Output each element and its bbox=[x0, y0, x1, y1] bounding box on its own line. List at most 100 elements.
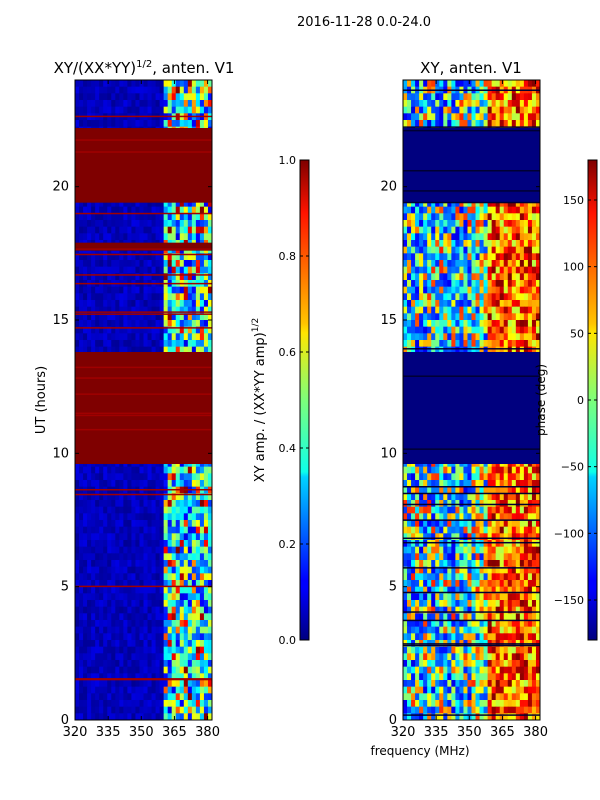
heatmap-cell bbox=[131, 200, 137, 208]
heatmap-cell bbox=[467, 306, 473, 314]
heatmap-cell bbox=[207, 333, 212, 341]
heatmap-cell bbox=[75, 120, 80, 128]
heatmap-cell bbox=[183, 93, 189, 101]
heatmap-cell bbox=[207, 673, 212, 681]
heatmap-cell bbox=[107, 493, 112, 501]
heatmap-cell bbox=[167, 300, 173, 308]
heatmap-cell bbox=[167, 86, 173, 94]
heatmap-cell bbox=[463, 113, 469, 121]
heatmap-cell bbox=[523, 260, 529, 268]
heatmap-cell bbox=[95, 346, 100, 354]
heatmap-cell bbox=[479, 106, 485, 114]
heatmap-cell bbox=[159, 580, 165, 588]
heatmap-cell bbox=[159, 86, 165, 94]
heatmap-cell bbox=[127, 306, 133, 314]
heatmap-cell bbox=[179, 273, 185, 281]
heatmap-cell bbox=[155, 260, 161, 268]
heatmap-cell bbox=[203, 706, 209, 714]
heatmap-cell bbox=[495, 100, 501, 108]
heatmap-cell bbox=[159, 100, 165, 108]
heatmap-cell bbox=[91, 713, 96, 720]
heatmap-cell bbox=[207, 200, 212, 208]
heatmap-cell bbox=[135, 260, 141, 268]
heatmap-cell bbox=[503, 80, 509, 88]
heatmap-cell bbox=[111, 100, 116, 108]
heatmap-cell bbox=[183, 680, 189, 688]
heatmap-cell bbox=[199, 93, 205, 101]
heatmap-cell bbox=[467, 220, 473, 228]
heatmap-cell bbox=[439, 233, 444, 241]
heatmap-cell bbox=[411, 300, 416, 308]
heatmap-cell bbox=[187, 480, 193, 488]
heatmap-cell bbox=[499, 120, 505, 128]
heatmap-cell bbox=[415, 280, 420, 288]
heatmap-cell bbox=[75, 520, 80, 528]
heatmap-cell bbox=[151, 593, 157, 601]
heatmap-cell bbox=[171, 626, 177, 634]
heatmap-cell bbox=[411, 226, 416, 234]
heatmap-cell bbox=[423, 313, 428, 321]
heatmap-cell bbox=[139, 100, 145, 108]
heatmap-cell bbox=[519, 113, 525, 121]
heatmap-cell bbox=[159, 220, 165, 228]
heatmap-cell bbox=[463, 306, 469, 314]
heatmap-cell bbox=[423, 113, 428, 121]
heatmap-cell bbox=[491, 80, 497, 88]
heatmap-cell bbox=[195, 346, 201, 354]
heatmap-cell bbox=[451, 346, 456, 354]
heatmap-cell bbox=[451, 113, 456, 121]
heatmap-cell bbox=[171, 593, 177, 601]
heatmap-cell bbox=[419, 200, 424, 208]
heatmap-cell bbox=[155, 473, 161, 481]
heatmap-cell bbox=[79, 513, 84, 521]
heatmap-cell bbox=[79, 286, 84, 294]
heatmap-cell bbox=[103, 580, 108, 588]
heatmap-cell bbox=[99, 300, 104, 308]
heatmap-cell bbox=[423, 200, 428, 208]
heatmap-cell bbox=[171, 680, 177, 688]
heatmap-cell bbox=[507, 300, 513, 308]
heatmap-cell bbox=[127, 340, 133, 348]
heatmap-cell bbox=[139, 580, 145, 588]
heatmap-cell bbox=[75, 333, 80, 341]
heatmap-cell bbox=[107, 253, 112, 261]
heatmap-cell bbox=[135, 700, 141, 708]
heatmap-cell bbox=[187, 326, 193, 334]
heatmap-cell bbox=[107, 233, 112, 241]
heatmap-cell bbox=[443, 273, 448, 281]
heatmap-cell bbox=[87, 260, 92, 268]
heatmap-cell bbox=[179, 620, 185, 628]
heatmap-cell bbox=[423, 333, 428, 341]
heatmap-cell bbox=[203, 200, 209, 208]
heatmap-cell bbox=[87, 640, 92, 648]
heatmap-cell bbox=[471, 300, 477, 308]
heatmap-cell bbox=[495, 240, 501, 248]
heatmap-cell bbox=[439, 113, 444, 121]
heatmap-cell bbox=[191, 226, 197, 234]
heatmap-cell bbox=[127, 546, 133, 554]
heatmap-cell bbox=[79, 206, 84, 214]
heatmap-cell bbox=[207, 226, 212, 234]
heatmap-cell bbox=[179, 306, 185, 314]
heatmap-cell bbox=[167, 673, 173, 681]
heatmap-cell bbox=[515, 246, 521, 254]
heatmap-cell bbox=[107, 466, 112, 474]
heatmap-cell bbox=[123, 600, 128, 608]
heatmap-cell bbox=[103, 93, 108, 101]
heatmap-cell bbox=[95, 480, 100, 488]
heatmap-cell bbox=[439, 293, 444, 301]
heatmap-cell bbox=[175, 593, 181, 601]
heatmap-cell bbox=[195, 293, 201, 301]
heatmap-cell bbox=[403, 326, 408, 334]
heatmap-cell bbox=[87, 700, 92, 708]
heatmap-cell bbox=[79, 706, 84, 714]
heatmap-cell bbox=[191, 466, 197, 474]
heatmap-cell bbox=[535, 100, 540, 108]
heatmap-cell bbox=[115, 333, 120, 341]
heatmap-cell bbox=[203, 566, 209, 574]
heatmap-cell bbox=[99, 713, 104, 720]
heatmap-cell bbox=[519, 240, 525, 248]
heatmap-cell bbox=[507, 346, 513, 354]
heatmap-cell bbox=[455, 300, 461, 308]
heatmap-cell bbox=[99, 346, 104, 354]
